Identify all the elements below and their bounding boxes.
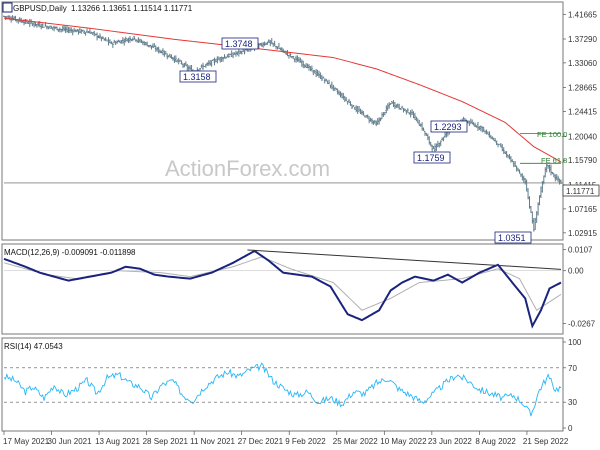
y-tick-label: 1.41665 xyxy=(568,10,597,19)
price-header: GBPUSD,Daily 1.13266 1.13651 1.11514 1.1… xyxy=(2,2,193,13)
x-tick-label: 23 Jun 2022 xyxy=(428,437,473,446)
y-tick-label: -0.0267 xyxy=(568,319,596,328)
annotation-label: 1.0351 xyxy=(498,233,526,243)
y-tick-label: 1.37290 xyxy=(568,35,597,44)
macd-title: MACD(12,26,9) -0.009091 -0.011898 xyxy=(4,248,136,257)
y-tick-label: 1.02915 xyxy=(568,229,597,238)
x-tick-label: 28 Sep 2021 xyxy=(143,437,189,446)
annotation-1-1759: 1.1759 xyxy=(413,151,451,164)
x-tick-label: 30 Jun 2021 xyxy=(48,437,93,446)
x-tick-label: 11 Nov 2021 xyxy=(190,437,235,446)
y-tick-label: 1.28665 xyxy=(568,84,597,93)
moving-average-line xyxy=(3,17,562,163)
y-tick-label: 1.24415 xyxy=(568,108,597,117)
macd-panel-frame xyxy=(1,243,564,335)
y-tick-label: 0.00 xyxy=(568,267,584,276)
axis-layer: 1.41665 1.37290 1.33060 1.28665 1.24415 1.200… xyxy=(3,10,597,446)
annotation-label: 1.2293 xyxy=(434,122,462,132)
rsi-panel-frame xyxy=(1,337,564,432)
y-tick-label: 1.07165 xyxy=(568,205,597,214)
annotation-label: 1.3158 xyxy=(183,72,211,82)
price-title: GBPUSD,Daily xyxy=(13,4,67,13)
y-tick-label: 100 xyxy=(568,338,582,347)
last-price-tag xyxy=(562,184,600,197)
fe-100-label: FE 100.0 xyxy=(537,130,567,139)
rsi-title: RSI(14) 47.0543 xyxy=(4,342,63,351)
x-tick-label: 17 May 2021 xyxy=(3,437,50,446)
fe-61-8-label: FE 61.8 xyxy=(541,156,567,165)
price-layer xyxy=(3,15,563,232)
x-tick-label: 13 Aug 2021 xyxy=(95,437,140,446)
y-tick-label: 0 xyxy=(568,424,573,433)
y-tick-label: 1.33060 xyxy=(568,59,597,68)
y-tick-label: 1.20040 xyxy=(568,132,597,141)
annotation-1-0351: 1.0351 xyxy=(494,231,532,244)
macd-layer xyxy=(3,249,562,329)
last-price-value: 1.11771 xyxy=(566,187,595,196)
annotation-1-3748: 1.3748 xyxy=(221,37,259,50)
macd-line xyxy=(3,249,562,329)
macd-trendline xyxy=(247,249,562,270)
annotation-1-2293: 1.2293 xyxy=(430,120,468,133)
x-tick-label: 25 Mar 2022 xyxy=(333,437,378,446)
y-tick-label: 1.15790 xyxy=(568,156,597,165)
y-tick-label: 70 xyxy=(568,364,577,373)
annotation-label: 1.1759 xyxy=(417,153,445,163)
x-tick-label: 8 Aug 2022 xyxy=(475,437,516,446)
price-quote: 1.13266 1.13651 1.11514 1.11771 xyxy=(71,4,193,13)
rsi-layer xyxy=(3,362,562,417)
y-tick-label: 30 xyxy=(568,398,577,407)
watermark: ActionForex.com xyxy=(165,156,330,181)
x-tick-label: 9 Feb 2022 xyxy=(285,437,326,446)
symbol-icon xyxy=(2,2,13,13)
rsi-line xyxy=(3,362,562,417)
x-tick-label: 10 May 2022 xyxy=(380,437,427,446)
y-tick-label: 0.0107 xyxy=(568,246,593,255)
annotation-label: 1.3748 xyxy=(225,39,253,49)
x-tick-label: 27 Dec 2021 xyxy=(238,437,284,446)
macd-signal-line xyxy=(3,256,562,311)
price-panel-frame xyxy=(1,1,564,241)
annotation-1-3158: 1.3158 xyxy=(179,70,217,83)
x-tick-label: 21 Sep 2022 xyxy=(523,437,569,446)
